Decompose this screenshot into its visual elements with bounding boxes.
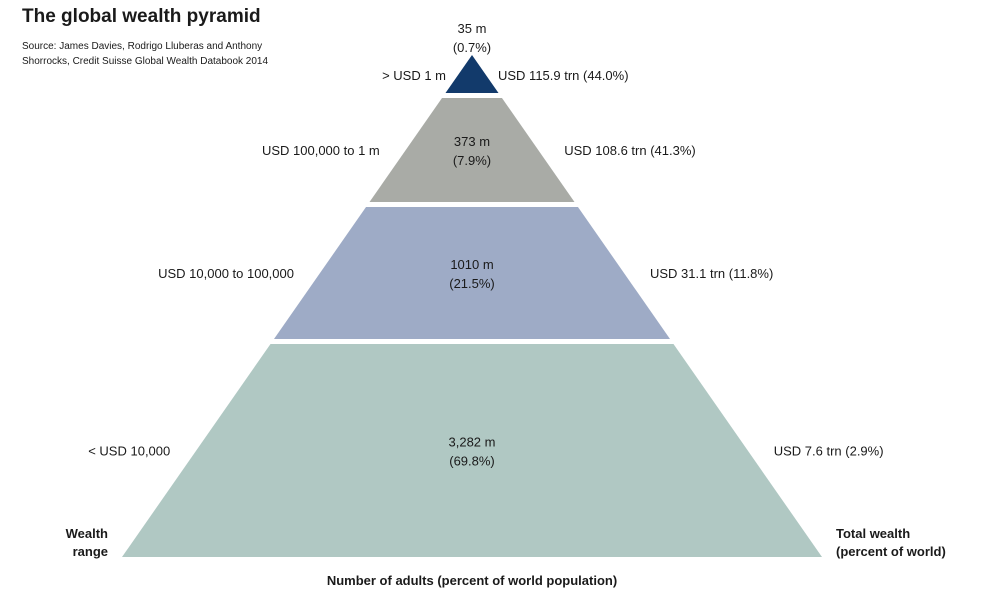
x-axis-label: Number of adults (percent of world popul… (327, 573, 617, 588)
tier-1-adults-label: 35 m (458, 21, 487, 36)
tier-2-total-wealth-label: USD 108.6 trn (41.3%) (564, 143, 696, 158)
tier-3-wealth-range-label: USD 10,000 to 100,000 (158, 266, 294, 281)
tier-2-adults-label: 373 m (454, 134, 490, 149)
source-note: Source: James Davies, Rodrigo Lluberas a… (22, 41, 269, 67)
tier-2-adults-pct-label: (7.9%) (453, 153, 491, 168)
left-axis-label-line1: Wealth (66, 526, 108, 541)
tier-3-total-wealth-label: USD 31.1 trn (11.8%) (650, 266, 773, 281)
pyramid-tier-4 (122, 344, 822, 557)
pyramid-tier-1 (445, 55, 499, 93)
tier-4-adults-label: 3,282 m (449, 435, 496, 450)
tier-3-adults-pct-label: (21.5%) (449, 276, 495, 291)
left-axis-label-line2: range (73, 544, 108, 559)
right-axis-label-line2: (percent of world) (836, 544, 946, 559)
tier-3-adults-label: 1010 m (450, 257, 493, 272)
chart-title: The global wealth pyramid (22, 6, 261, 27)
tier-1-adults-pct-label: (0.7%) (453, 40, 491, 55)
tier-1-wealth-range-label: > USD 1 m (382, 68, 446, 83)
tier-4-adults-pct-label: (69.8%) (449, 454, 495, 469)
pyramid-tier-2 (369, 98, 575, 202)
tier-1-total-wealth-label: USD 115.9 trn (44.0%) (498, 68, 629, 83)
tier-4-total-wealth-label: USD 7.6 trn (2.9%) (774, 444, 884, 459)
tier-4-wealth-range-label: < USD 10,000 (88, 444, 170, 459)
tier-2-wealth-range-label: USD 100,000 to 1 m (262, 143, 380, 158)
right-axis-label-line1: Total wealth (836, 526, 910, 541)
pyramid-tier-3 (273, 207, 671, 339)
